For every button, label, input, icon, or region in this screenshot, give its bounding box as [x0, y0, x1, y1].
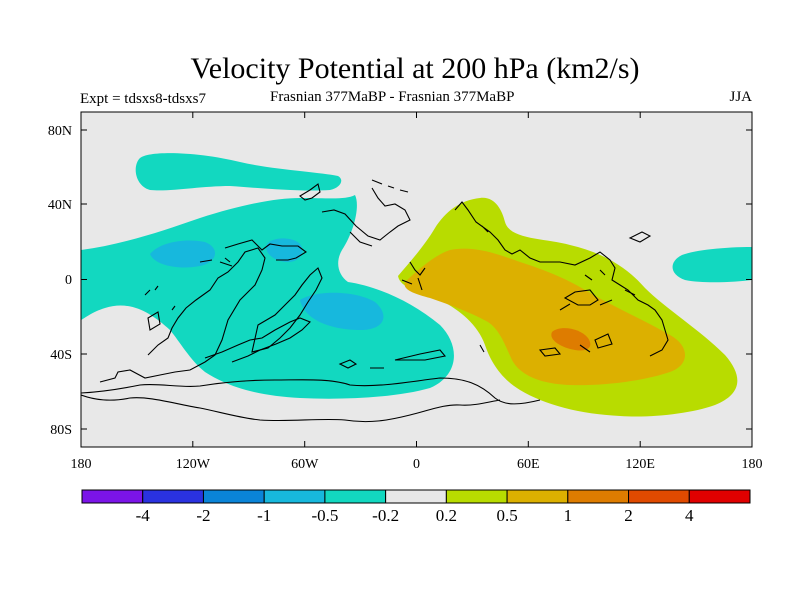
y-tick-label-4: 80S [50, 423, 72, 438]
contour-min-pacific [150, 240, 216, 268]
contour-min-central [266, 238, 303, 262]
coastline-gondwana-east-2 [479, 333, 613, 357]
coastline-south-island-2 [338, 359, 384, 369]
colorbar-label-9: 4 [685, 506, 694, 525]
y-tick-label-3: 40S [50, 348, 72, 363]
x-tick-label-1: 120W [176, 457, 211, 472]
colorbar-box-5 [385, 489, 447, 504]
coastline-south-gondwana [81, 377, 541, 423]
chart-title: Velocity Potential at 200 hPa (km2/s) [190, 52, 640, 85]
colorbar-box-10 [688, 489, 751, 504]
coastline-north-east-island [628, 231, 652, 243]
colorbar-label-1: -2 [196, 506, 210, 525]
coastline-south-chain [204, 317, 311, 363]
season-label: JJA [729, 89, 752, 105]
colorbar-label-7: 1 [564, 506, 573, 525]
x-tick-label-4: 60E [517, 457, 540, 472]
colorbar-box-2 [202, 489, 265, 504]
x-tick-label-0: 180 [71, 457, 92, 472]
coastline-east-laurussia [454, 201, 669, 357]
colorbar-box-7 [506, 489, 569, 504]
coastline-south-island-1 [394, 349, 447, 361]
colorbar-box-8 [567, 489, 630, 504]
colorbar-box-4 [324, 489, 387, 504]
colorbar-label-3: -0.5 [311, 506, 338, 525]
coastline-western-gondwana [99, 247, 266, 383]
colorbar-box-1 [142, 489, 204, 504]
x-axis-labels: 180 120W 60W 0 60E 120E 180 [71, 457, 763, 472]
contour-tethys-05 [404, 248, 685, 386]
x-tick-label-3: 0 [413, 457, 420, 472]
x-axis-ticks [80, 112, 753, 447]
coastline-north-island [371, 179, 409, 193]
colorbar-box-3 [263, 489, 326, 504]
colorbar: -4 -2 -1 -0.5 -0.2 0.2 0.5 1 2 4 [81, 489, 751, 525]
y-tick-label-0: 80N [48, 124, 72, 139]
y-tick-label-1: 40N [48, 198, 72, 213]
coastline-east-tropical-1 [401, 261, 426, 291]
colorbar-label-5: 0.2 [436, 506, 457, 525]
x-tick-label-5: 120E [625, 457, 655, 472]
y-tick-label-2: 0 [65, 273, 72, 288]
colorbar-label-8: 2 [624, 506, 633, 525]
colorbar-label-0: -4 [136, 506, 151, 525]
coastline-laurussia [299, 183, 411, 247]
colorbar-box-9 [628, 489, 690, 504]
x-tick-label-2: 60W [291, 457, 319, 472]
contour-fills [81, 153, 752, 417]
coastline-small-islands-west [144, 285, 176, 331]
coastline-tropical-islands [199, 257, 233, 267]
y-axis-ticks [81, 129, 752, 430]
period-label: Frasnian 377MaBP - Frasnian 377MaBP [270, 89, 515, 105]
x-tick-label-6: 180 [742, 457, 763, 472]
contour-north-pacific-high [135, 153, 342, 191]
y-axis-labels: 80N 40N 0 40S 80S [48, 124, 72, 438]
colorbar-box-6 [445, 489, 508, 504]
contour-dateline-east [672, 247, 752, 283]
coastline-gondwana-east [559, 289, 636, 311]
coastline-central-arcs [251, 267, 323, 353]
contour-min-south [300, 292, 384, 330]
colorbar-label-2: -1 [257, 506, 271, 525]
colorbar-box-0 [81, 489, 144, 504]
coastline-central-arcs-2 [224, 239, 307, 261]
colorbar-label-4: -0.2 [372, 506, 399, 525]
coastlines [81, 179, 669, 423]
experiment-label: Expt = tdsxs8-tdsxs7 [80, 91, 206, 107]
colorbar-label-6: 0.5 [496, 506, 517, 525]
